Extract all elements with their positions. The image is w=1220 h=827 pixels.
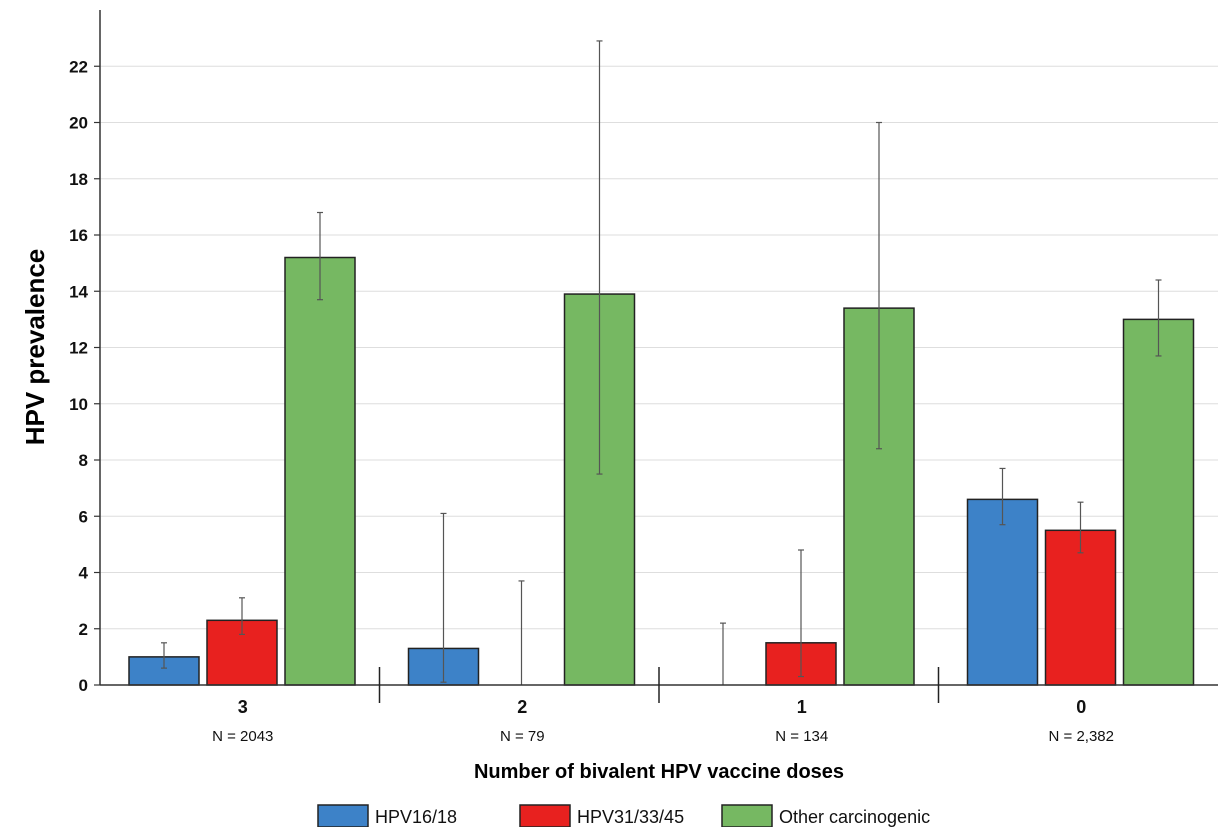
- y-tick-label: 8: [79, 451, 88, 470]
- legend-label: HPV16/18: [375, 807, 457, 827]
- y-tick-label: 0: [79, 676, 88, 695]
- legend-swatch: [317, 804, 369, 827]
- legend-label: HPV31/33/45: [577, 807, 684, 827]
- axes: [94, 10, 1218, 703]
- y-tick-label: 6: [79, 507, 88, 526]
- y-tick-label: 18: [69, 170, 88, 189]
- legend-swatch: [721, 804, 773, 827]
- y-tick-label: 2: [79, 620, 88, 639]
- x-tick-sublabel: N = 2043: [212, 728, 273, 745]
- y-tick-label: 20: [69, 114, 88, 133]
- y-tick-label: 12: [69, 339, 88, 358]
- x-tick-label: 2: [517, 697, 527, 717]
- legend-label: Other carcinogenic: [779, 807, 930, 827]
- x-tick-label: 3: [238, 697, 248, 717]
- y-tick-label: 22: [69, 57, 88, 76]
- x-tick-sublabel: N = 134: [775, 728, 828, 745]
- bar: [1122, 318, 1195, 686]
- bars: [128, 256, 1195, 686]
- y-tick-label: 16: [69, 226, 88, 245]
- legend-swatch: [519, 804, 571, 827]
- y-tick-label: 10: [69, 395, 88, 414]
- x-tick-sublabel: N = 79: [500, 728, 545, 745]
- bar: [1044, 529, 1117, 686]
- y-tick-label: 14: [69, 282, 88, 301]
- y-axis-title: HPV prevalence: [20, 249, 50, 446]
- axis-labels: 0 2 4 6 8 10 12 14 16 18 20 22 3 N = 2043 2 N = 79 1 N = …: [69, 57, 1114, 745]
- x-axis-title: Number of bivalent HPV vaccine doses: [474, 761, 844, 783]
- bar: [966, 498, 1039, 686]
- x-tick-sublabel: N = 2,382: [1049, 728, 1114, 745]
- x-tick-label: 1: [797, 697, 807, 717]
- bar: [284, 256, 356, 686]
- x-tick-label: 0: [1076, 697, 1086, 717]
- legend: HPV16/18 HPV31/33/45 Other carcinogenic: [317, 804, 930, 827]
- error-bars: [161, 40, 1162, 685]
- y-tick-label: 4: [79, 564, 89, 583]
